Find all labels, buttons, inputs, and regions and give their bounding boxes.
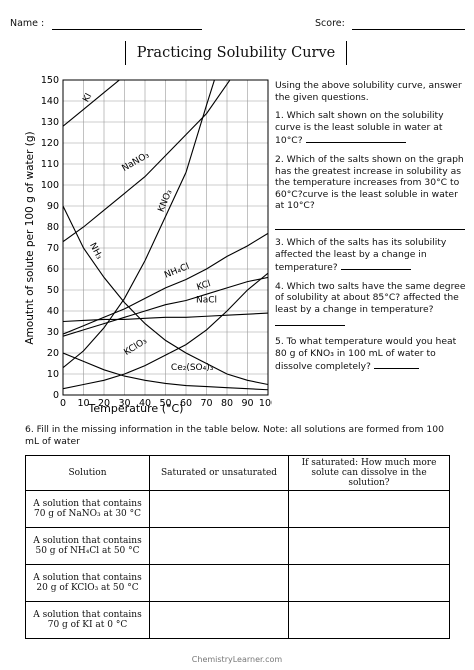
name-label: Name : [10,18,45,29]
cell: A solution that contains 70 g of NaNO₃ a… [25,490,150,528]
y-tick-label: 150 [41,75,59,86]
question-text: 2. Which of the salts shown on the graph… [275,153,464,212]
cell: A solution that contains 70 g of KI at 0… [25,601,150,639]
question: 4. Which two salts have the same degree … [275,281,468,329]
curve-label: Ce₂(SO₄)₃ [171,363,214,373]
curve-label: KNO₃ [157,188,175,214]
answer-cell[interactable] [149,490,289,528]
question-text: 3. Which of the salts has its solubility… [275,236,447,274]
row: A solution that contains 70 g of KI at 0… [25,601,450,639]
x-tick-label: 80 [221,398,233,409]
y-tick-label: 50 [47,285,59,296]
curve-label: NaNO₃ [120,150,151,174]
answer-blank[interactable] [373,359,419,370]
row: A solution that contains 20 g of KClO₃ a… [25,564,450,602]
y-tick-label: 10 [47,369,59,380]
x-tick-label: 30 [118,398,130,409]
table: Solution Saturated or unsaturated If satur… [25,455,450,639]
name-line [52,29,202,30]
question: 1. Which salt shown on the solubility cu… [275,110,468,147]
x-tick-label: 10 [77,398,89,409]
x-tick-label: 100 [259,398,272,409]
answer-cell[interactable] [149,527,289,565]
answer-cell[interactable] [288,601,450,639]
y-tick-label: 90 [47,201,59,212]
y-tick-label: 0 [53,390,59,401]
question: 2. Which of the salts shown on the graph… [275,154,468,230]
x-tick-label: 0 [60,398,66,409]
y-tick-label: 110 [41,159,59,170]
answer-blank[interactable] [340,260,411,271]
curve [63,312,268,323]
y-tick-label: 130 [41,117,59,128]
y-tick-label: 100 [41,180,59,191]
question-text: 5. To what temperature would you heat 80… [275,336,457,373]
question-6: 6. Fill in the missing information in th… [25,424,444,447]
curve-label: NH₄Cl [163,262,191,281]
y-tick-label: 30 [47,327,59,338]
x-tick-label: 50 [159,398,171,409]
row: A solution that contains 70 g of NaNO₃ a… [25,490,450,528]
title: Practicing Solubility Curve [125,41,347,65]
header-cell: Saturated or unsaturated [149,455,289,491]
x-tick-label: 40 [139,398,151,409]
curve-label: KI [81,92,94,104]
curve [63,205,268,386]
curve [63,272,268,390]
y-axis-label: Amoutnt of solute per 100 g of water (g) [24,131,36,344]
curve-label: KCl [196,279,213,293]
x-axis-label: Temperature (°C) [88,402,184,415]
y-tick-label: 140 [41,96,59,107]
chart: Temperature (°C) Amoutnt of solute per 1… [24,75,272,415]
footer: ChemistryLearner.com [191,655,283,664]
cell: A solution that contains 50 g of NH₄Cl a… [25,527,150,565]
curve [63,80,216,369]
curve-label: NaCl [196,296,217,306]
answer-cell[interactable] [149,601,289,639]
header-cell: If saturated: How much more solute can d… [288,455,450,491]
score-line [352,29,465,30]
answer-blank[interactable] [275,220,465,230]
question: 5. To what temperature would you heat 80… [275,336,468,373]
question-text: 4. Which two salts have the same degree … [275,280,466,315]
x-tick-label: 20 [98,398,110,409]
curve-label: NH₃ [87,241,104,261]
curve [63,80,231,243]
x-tick-label: 90 [241,398,253,409]
intro: Using the above solubility curve, answer… [275,80,462,103]
answer-cell[interactable] [288,490,450,528]
curve [63,80,121,127]
row: A solution that contains 50 g of NH₄Cl a… [25,527,450,565]
y-tick-label: 120 [41,138,59,149]
curve [63,276,268,337]
answer-blank[interactable] [305,133,406,144]
question-text: 1. Which salt shown on the solubility cu… [275,110,444,147]
score-label: Score: [315,18,345,29]
x-tick-label: 70 [200,398,212,409]
answer-cell[interactable] [288,564,450,602]
answer-cell[interactable] [149,564,289,602]
header-cell: Solution [25,455,150,491]
header-row: Solution Saturated or unsaturated If satur… [25,455,450,491]
answer-blank[interactable] [275,316,345,326]
plot-frame [62,79,269,396]
answer-cell[interactable] [288,527,450,565]
y-tick-label: 70 [47,243,59,254]
y-tick-label: 40 [47,306,59,317]
y-tick-label: 60 [47,264,59,275]
cell: A solution that contains 20 g of KClO₃ a… [25,564,150,602]
y-tick-label: 80 [47,222,59,233]
questions: Using the above solubility curve, answer… [275,80,468,380]
curve [63,352,268,391]
question: 3. Which of the salts has its solubility… [275,237,468,274]
x-tick-label: 60 [180,398,192,409]
y-tick-label: 20 [47,348,59,359]
